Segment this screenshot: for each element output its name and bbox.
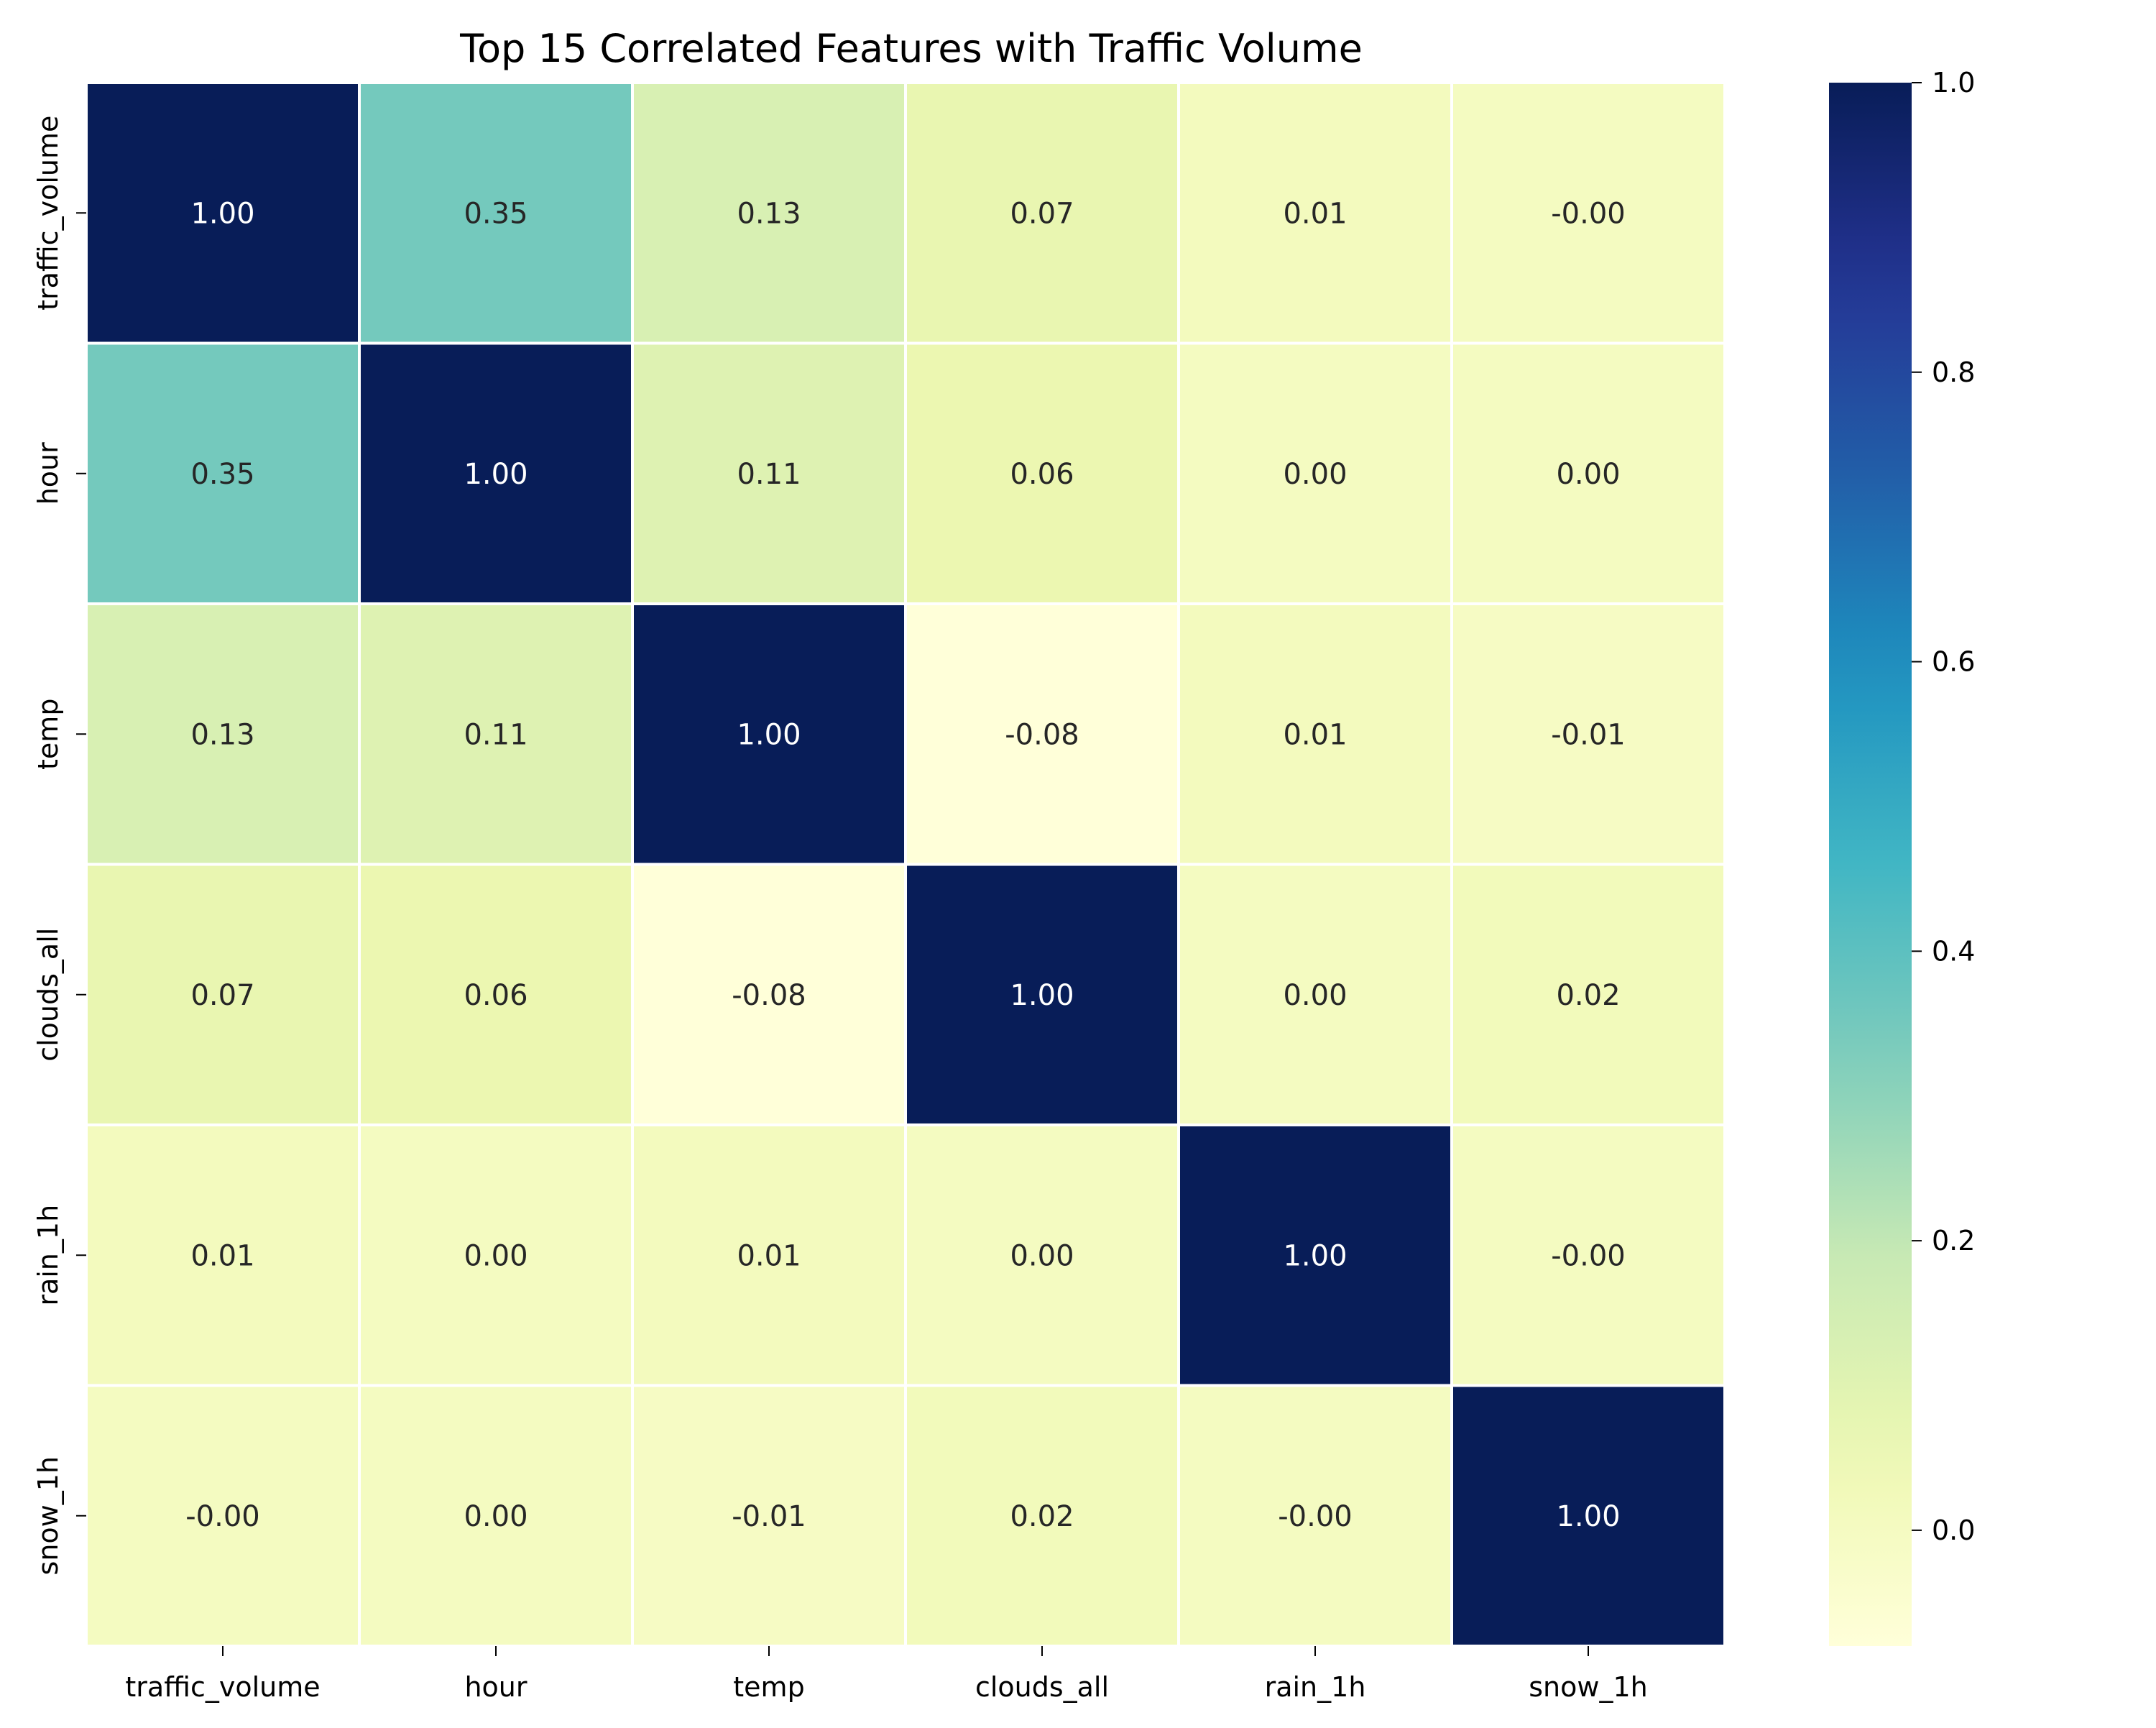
cell-value-label: 0.07 [190,979,254,1012]
y-tick-label: hour [32,442,64,505]
y-tick-label: rain_1h [32,1205,64,1306]
x-tick-label: temp [733,1671,804,1703]
cell-value-label: 0.13 [737,197,801,230]
cell-value-label: 0.01 [1283,197,1347,230]
heatmap-cell [631,863,907,1126]
cell-value-label: 0.13 [190,718,254,751]
cell-value-label: 0.00 [1556,458,1620,491]
heatmap-cell [358,863,634,1126]
cell-value-label: 0.02 [1556,979,1620,1012]
heatmap-cell [85,1123,361,1387]
cell-value-label: 0.00 [464,1239,528,1272]
heatmap-cell [904,341,1180,605]
colorbar-tick-label: 0.0 [1932,1515,1975,1546]
cell-value-label: 1.00 [1556,1500,1620,1533]
heatmap-cell [85,602,361,866]
heatmap-cell [1450,1384,1726,1647]
colorbar-tick-label: 0.6 [1932,646,1975,678]
x-tick-label: rain_1h [1265,1671,1366,1703]
heatmap-cell [1177,81,1453,345]
colorbar-tick-label: 0.4 [1932,935,1975,967]
cell-value-label: 0.01 [190,1239,254,1272]
heatmap-cell [1450,341,1726,605]
cell-value-label: 0.02 [1010,1500,1074,1533]
heatmap-cell [1177,1384,1453,1647]
cell-value-label: 1.00 [1283,1239,1347,1272]
heatmap-cell [1450,602,1726,866]
cell-value-label: 0.06 [1010,458,1074,491]
heatmap-cell [631,602,907,866]
cell-value-label: 0.11 [464,718,528,751]
x-tick-label: traffic_volume [125,1671,320,1703]
cell-value-label: -0.01 [732,1500,806,1533]
cell-value-label: 0.00 [1010,1239,1074,1272]
x-axis: traffic_volume hour temp clouds_all rain_1h s… [125,1646,1648,1703]
cell-value-label: 1.00 [737,718,801,751]
cell-value-label: 0.07 [1010,197,1074,230]
cell-value-label: 1.00 [1010,979,1074,1012]
x-tick-label: snow_1h [1529,1671,1647,1703]
heatmap-cell [358,602,634,866]
cell-value-label: 0.11 [737,458,801,491]
heatmap-cell [85,1384,361,1647]
heatmap-cell [1450,1123,1726,1387]
cell-value-label: -0.08 [732,979,806,1012]
cell-value-label: 0.00 [1283,458,1347,491]
heatmap-cell [358,81,634,345]
heatmap-cell [631,1123,907,1387]
cell-value-label: -0.00 [1551,1239,1626,1272]
y-tick-label: snow_1h [32,1456,64,1575]
heatmap-cell [904,863,1180,1126]
colorbar-tick-label: 1.0 [1932,67,1975,98]
heatmap-cell [904,602,1180,866]
cell-value-label: 1.00 [464,458,528,491]
heatmap-cell [904,1123,1180,1387]
cell-value-label: -0.08 [1005,718,1079,751]
cell-value-label: -0.00 [1551,197,1626,230]
heatmap-cell [631,81,907,345]
cell-value-label: 0.06 [464,979,528,1012]
heatmap-cell [1450,81,1726,345]
y-tick-label: clouds_all [32,928,64,1062]
heatmap-cell [1177,863,1453,1126]
cell-value-label: -0.00 [1278,1500,1353,1533]
cell-value-label: -0.00 [185,1500,260,1533]
cell-value-label: 0.35 [190,458,254,491]
colorbar-gradient [1829,83,1912,1646]
y-tick-label: temp [32,699,64,770]
cell-value-label: -0.01 [1551,718,1626,751]
heatmap-cell [358,341,634,605]
cell-value-label: 0.00 [1283,979,1347,1012]
colorbar: 0.0 0.2 0.4 0.6 0.8 1.0 [1829,67,1975,1646]
heatmap-cell [904,81,1180,345]
x-tick-label: clouds_all [975,1671,1109,1703]
cell-value-label: 0.35 [464,197,528,230]
colorbar-tick-label: 0.8 [1932,357,1975,388]
heatmap-cell [1177,602,1453,866]
heatmap-cells [85,81,1726,1647]
cell-value-label: 0.01 [1283,718,1347,751]
x-tick-label: hour [464,1671,527,1703]
colorbar-tick-label: 0.2 [1932,1225,1975,1256]
chart-title: Top 15 Correlated Features with Traffic … [459,26,1363,71]
cell-annotations: 1.00 0.35 0.13 0.07 0.01 -0.00 0.35 1.00 0.11 0.0… [185,197,1626,1533]
cell-value-label: 0.01 [737,1239,801,1272]
heatmap-cell [1177,1123,1453,1387]
heatmap-cell [1450,863,1726,1126]
cell-value-label: 0.00 [464,1500,528,1533]
heatmap-cell [85,863,361,1126]
heatmap-cell [85,81,361,345]
y-tick-label: traffic_volume [32,116,64,311]
cell-value-label: 1.00 [190,197,254,230]
